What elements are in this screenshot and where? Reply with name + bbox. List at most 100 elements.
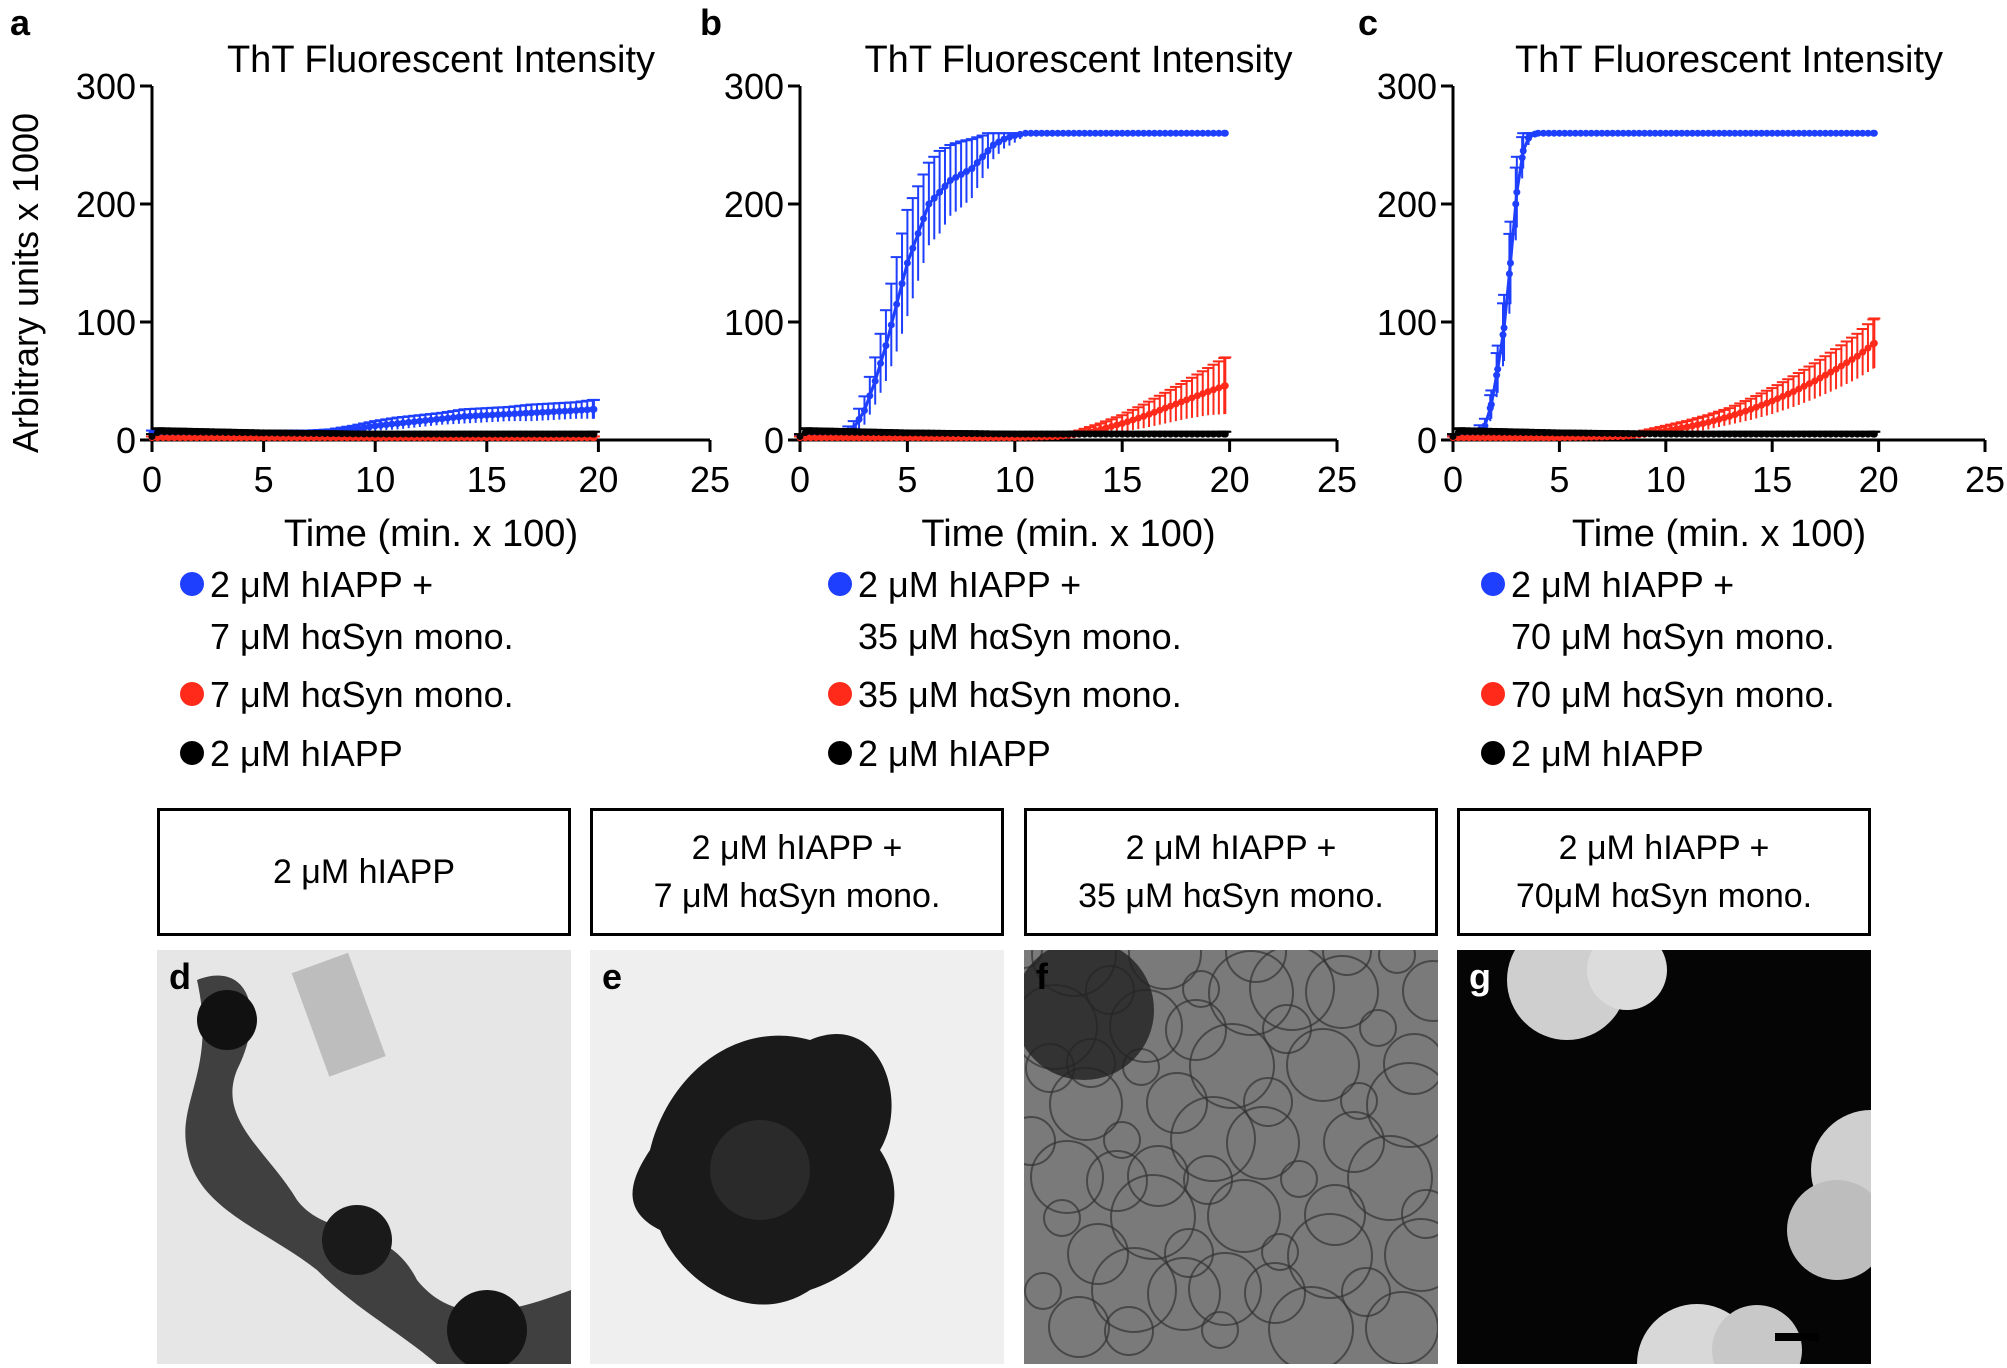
data-point [952,429,960,437]
data-point [1145,430,1153,438]
data-point [1699,419,1707,427]
data-point [1635,430,1643,438]
data-point [1609,129,1617,137]
data-point [898,280,906,288]
legend-marker [828,572,852,596]
data-point [1081,430,1089,438]
data-point [1188,129,1196,137]
data-point [1736,430,1744,438]
data-point [1582,129,1590,137]
y-axis-label: Arbitrary units x 1000 [5,113,46,453]
data-point [1465,434,1473,442]
data-point [583,406,591,414]
data-point [1827,368,1835,376]
data-point [1577,129,1585,137]
data-point [808,428,816,436]
data-point [1688,422,1696,430]
data-point [1113,430,1121,438]
data-point [181,434,189,442]
data-point [154,434,162,442]
data-point [1789,388,1797,396]
data-point [1215,430,1223,438]
data-point [1129,129,1137,137]
data-point [282,429,290,437]
series-2 [794,427,1232,440]
data-point [394,430,402,438]
y-tick-label: 200 [1377,184,1437,225]
data-point [304,429,312,437]
data-point [1546,429,1554,437]
data-point [583,430,591,438]
data-point [1837,430,1845,438]
data-point [216,428,224,436]
data-point [590,430,598,438]
data-point [1482,428,1490,436]
panel-letter: b [700,2,722,43]
data-point [1199,129,1207,137]
data-point [1525,429,1533,437]
data-point [920,429,928,437]
data-point [388,430,396,438]
data-point [1609,430,1617,438]
x-tick-label: 20 [1859,459,1899,500]
data-point [1032,430,1040,438]
data-point [433,415,441,423]
data-point [1455,428,1463,436]
x-tick-label: 25 [690,459,730,500]
data-point [1519,147,1527,155]
data-point [984,430,992,438]
data-point [366,423,374,431]
data-point [909,429,917,437]
data-point [572,407,580,414]
em-micrograph: e [590,950,1004,1364]
data-point [466,430,474,438]
data-point [1720,129,1728,137]
data-point [238,429,246,437]
data-point [1502,434,1510,442]
data-point [1641,129,1649,137]
data-point [1500,324,1508,332]
x-tick-label: 10 [995,459,1035,500]
data-point [1843,430,1851,438]
data-point [1656,430,1664,438]
data-point [394,419,402,427]
data-point [416,430,424,438]
data-point [989,430,997,438]
y-tick-label: 200 [724,184,784,225]
data-point [894,429,902,437]
legend-label: 35 μM hαSyn mono. [858,616,1182,657]
data-point [1832,365,1840,373]
legend-label: 7 μM hαSyn mono. [210,616,514,657]
data-point [1870,129,1878,137]
data-point [1514,428,1522,436]
legend-marker [1481,572,1505,596]
data-point [1140,412,1148,420]
data-point [914,429,922,437]
data-point [1710,129,1718,137]
y-tick-label: 0 [1417,420,1437,461]
data-point [1493,371,1501,379]
em-caption-box: 2 μM hIAPP + 70μM hαSyn mono. [1457,808,1871,936]
data-point [1188,394,1196,402]
data-point [1027,430,1035,438]
data-point [1215,129,1223,137]
data-point [995,430,1003,438]
data-point [171,428,179,436]
data-point [555,407,563,415]
chart-title: ThT Fluorescent Intensity [1515,39,1943,81]
em-caption: 2 μM hIAPP + 70μM hαSyn mono. [1515,829,1813,915]
x-tick-label: 0 [790,459,810,500]
data-point [421,417,429,425]
data-point [227,429,235,437]
data-point [1167,129,1175,137]
data-point [851,428,859,436]
data-point [802,428,810,436]
legend-marker [1481,682,1505,706]
data-point [1038,430,1046,438]
data-point [449,430,457,438]
data-point [1183,396,1191,404]
data-point [159,434,167,442]
data-point [1449,432,1457,440]
data-point [1821,430,1829,438]
